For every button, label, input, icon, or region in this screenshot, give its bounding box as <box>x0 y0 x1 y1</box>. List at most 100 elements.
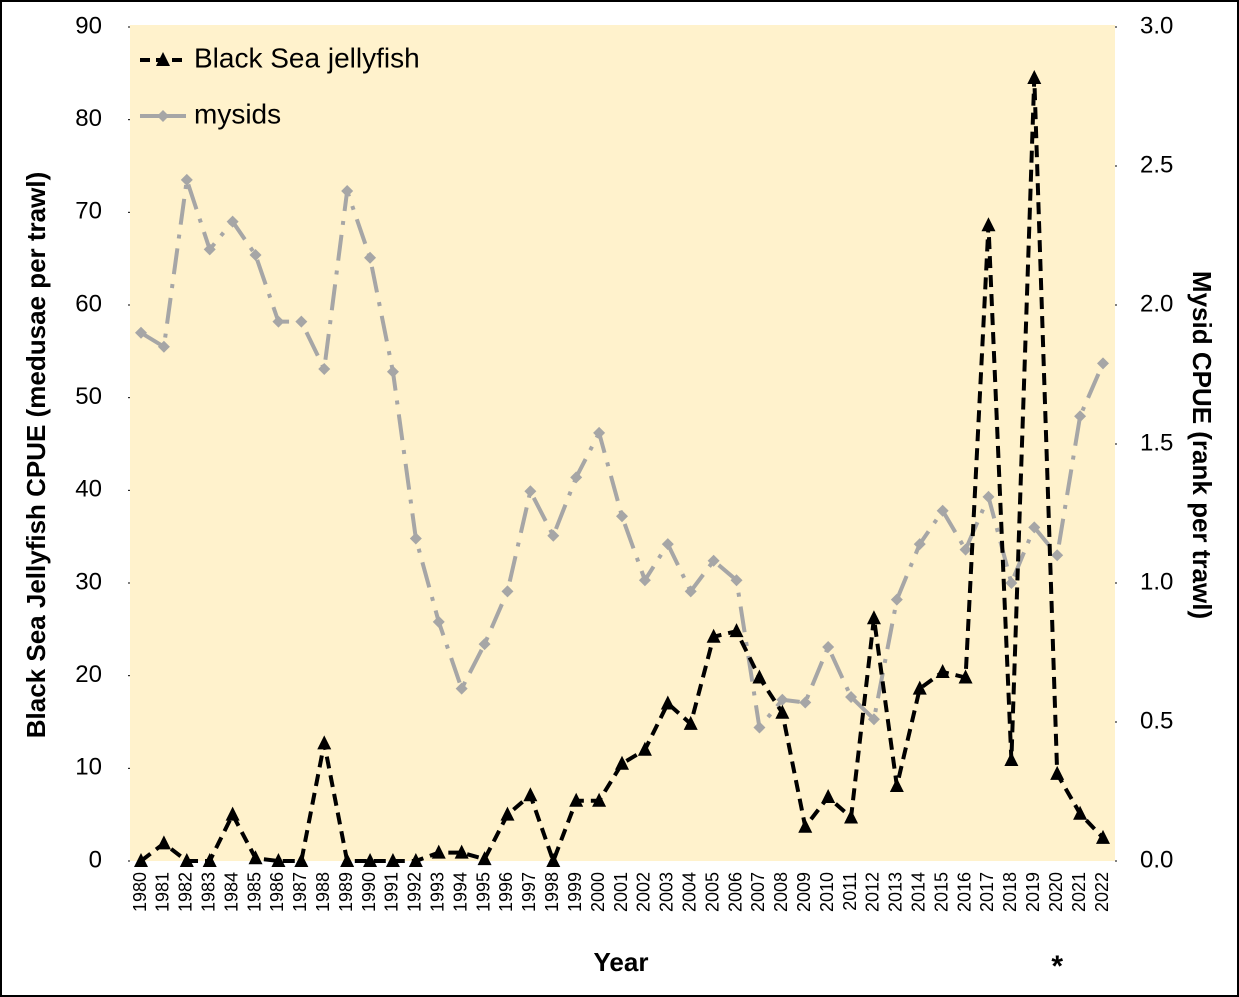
legend-label: mysids <box>194 98 281 129</box>
data-point <box>408 853 423 867</box>
data-point <box>730 574 743 587</box>
data-point <box>134 853 148 867</box>
x-tick-label: 1984 <box>221 872 241 912</box>
data-point <box>616 510 628 523</box>
x-tick-label: 1986 <box>267 872 287 912</box>
plot-area <box>130 25 1115 861</box>
data-point <box>202 853 217 867</box>
data-point <box>1004 751 1019 766</box>
data-point <box>295 315 308 328</box>
data-point <box>935 663 950 678</box>
y-tick-label: 80 <box>75 105 102 132</box>
legend-label: Black Sea jellyfish <box>194 42 420 73</box>
data-point <box>431 844 446 859</box>
x-tick-label: 2002 <box>634 872 654 912</box>
data-point <box>753 721 766 734</box>
data-point <box>179 853 194 867</box>
y-tick-label: 60 <box>75 290 102 317</box>
y-tick-label: 20 <box>75 661 102 688</box>
x-tick-label: 1993 <box>428 872 448 912</box>
data-point <box>226 215 239 228</box>
x-tick-label: 2007 <box>748 872 768 912</box>
x-tick-label: 2016 <box>954 872 974 912</box>
data-point <box>501 585 514 598</box>
data-point <box>1027 69 1042 84</box>
data-point <box>340 853 355 867</box>
x-tick-label: 1991 <box>382 872 402 912</box>
data-point <box>890 593 903 606</box>
data-point <box>547 529 560 542</box>
x-tick-label: 2005 <box>702 872 722 912</box>
data-point <box>1096 829 1110 844</box>
x-tick-label: 2011 <box>840 872 860 911</box>
x-tick-label: 2015 <box>931 872 951 912</box>
data-point <box>500 806 515 821</box>
x-tick-label: 1994 <box>450 872 470 912</box>
data-point <box>913 538 926 551</box>
y-tick-label: 70 <box>75 198 102 225</box>
x-tick-label: 1998 <box>542 872 562 912</box>
data-point <box>959 543 972 556</box>
y-tick-label: 0 <box>89 846 102 873</box>
x-tick-label: 2018 <box>1000 872 1020 912</box>
data-point <box>683 715 698 730</box>
data-point <box>341 185 354 198</box>
data-point <box>958 669 973 684</box>
x-tick-label: 1981 <box>153 872 173 912</box>
y2-axis-title: Mysid CPUE (rank per trawl) <box>1187 271 1217 619</box>
y2-tick-label: 0.5 <box>1140 707 1173 734</box>
x-tick-label: 1996 <box>496 872 516 912</box>
data-point <box>1097 357 1109 370</box>
data-point <box>1050 765 1065 780</box>
data-point <box>799 696 812 709</box>
data-point <box>1005 577 1018 589</box>
y-tick-label: 90 <box>75 12 102 39</box>
data-point <box>798 818 813 833</box>
x-tick-label: 1987 <box>290 872 310 912</box>
data-point <box>156 835 171 850</box>
y2-tick-label: 0.0 <box>1140 846 1173 873</box>
data-point <box>844 809 859 824</box>
x-tick-label: 1982 <box>176 872 196 912</box>
data-point <box>364 251 377 264</box>
data-point <box>386 365 399 378</box>
data-point <box>866 610 881 625</box>
data-point <box>981 217 996 232</box>
x-tick-label: 2020 <box>1046 872 1066 912</box>
data-point <box>135 326 147 339</box>
data-point <box>157 340 170 353</box>
x-axis-title: Year <box>594 947 649 977</box>
data-point <box>706 628 721 643</box>
y2-tick-label: 3.0 <box>1140 12 1173 39</box>
data-point <box>776 693 789 706</box>
y-tick-label: 40 <box>75 476 102 503</box>
x-tick-label: 2004 <box>679 872 699 912</box>
data-point <box>318 362 331 375</box>
x-tick-label: 2003 <box>657 872 677 912</box>
data-point <box>385 853 400 867</box>
x-tick-label: 1985 <box>244 872 264 912</box>
data-point <box>363 853 378 867</box>
data-point <box>1051 549 1064 562</box>
x-tick-label: 2012 <box>863 872 883 912</box>
y2-tick-label: 1.0 <box>1140 568 1173 595</box>
x-tick-label: 1983 <box>198 872 218 912</box>
data-point <box>272 315 285 328</box>
y2-tick-label: 2.0 <box>1140 290 1173 317</box>
data-point <box>271 853 286 867</box>
x-tick-label: 1990 <box>359 872 379 912</box>
data-point <box>593 426 606 439</box>
y-tick-label: 30 <box>75 568 102 595</box>
data-point <box>845 690 858 703</box>
data-point <box>889 777 904 792</box>
data-point <box>936 504 949 517</box>
x-tick-label: 1999 <box>565 872 585 912</box>
data-point <box>821 789 836 804</box>
data-point <box>752 669 767 684</box>
x-tick-label: 2013 <box>886 872 906 912</box>
x-tick-label: 2014 <box>909 872 929 912</box>
x-tick-label: 2019 <box>1023 872 1043 912</box>
data-point <box>615 755 629 770</box>
x-tick-label: 1995 <box>473 872 493 912</box>
data-point <box>478 638 491 651</box>
